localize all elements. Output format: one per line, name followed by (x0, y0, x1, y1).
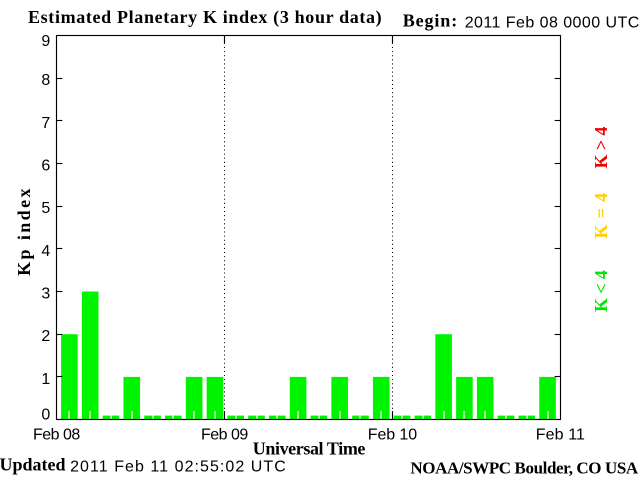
svg-text:0: 0 (41, 406, 50, 423)
svg-text:K<4: K<4 (591, 266, 611, 312)
svg-text:1: 1 (41, 371, 50, 388)
svg-text:Feb 10: Feb 10 (368, 426, 417, 443)
svg-text:Begin:: Begin: (403, 11, 458, 31)
svg-text:7: 7 (41, 115, 50, 132)
svg-text:NOAA/SWPC Boulder, CO USA: NOAA/SWPC Boulder, CO USA (410, 458, 639, 477)
svg-text:Feb 11: Feb 11 (536, 426, 585, 443)
svg-text:Updated: Updated (0, 455, 66, 475)
svg-text:5: 5 (41, 200, 50, 217)
svg-text:K>4: K>4 (591, 122, 611, 168)
svg-text:Estimated Planetary K index (3: Estimated Planetary K index (3 hour data… (28, 7, 382, 28)
svg-text:Feb 08: Feb 08 (33, 426, 80, 443)
svg-text:8: 8 (41, 72, 50, 89)
svg-text:K=4: K=4 (591, 187, 611, 239)
svg-text:2011 Feb 08 0000 UTC: 2011 Feb 08 0000 UTC (465, 14, 640, 31)
svg-text:2011 Feb 11 02:55:02 UTC: 2011 Feb 11 02:55:02 UTC (70, 458, 287, 475)
svg-text:Kp index: Kp index (14, 186, 34, 276)
svg-text:9: 9 (41, 33, 50, 50)
svg-text:6: 6 (41, 157, 50, 174)
svg-text:4: 4 (41, 243, 50, 260)
svg-text:Universal Time: Universal Time (253, 439, 366, 459)
svg-text:Feb 09: Feb 09 (201, 426, 248, 443)
svg-text:2: 2 (41, 328, 50, 345)
svg-text:3: 3 (41, 286, 50, 303)
